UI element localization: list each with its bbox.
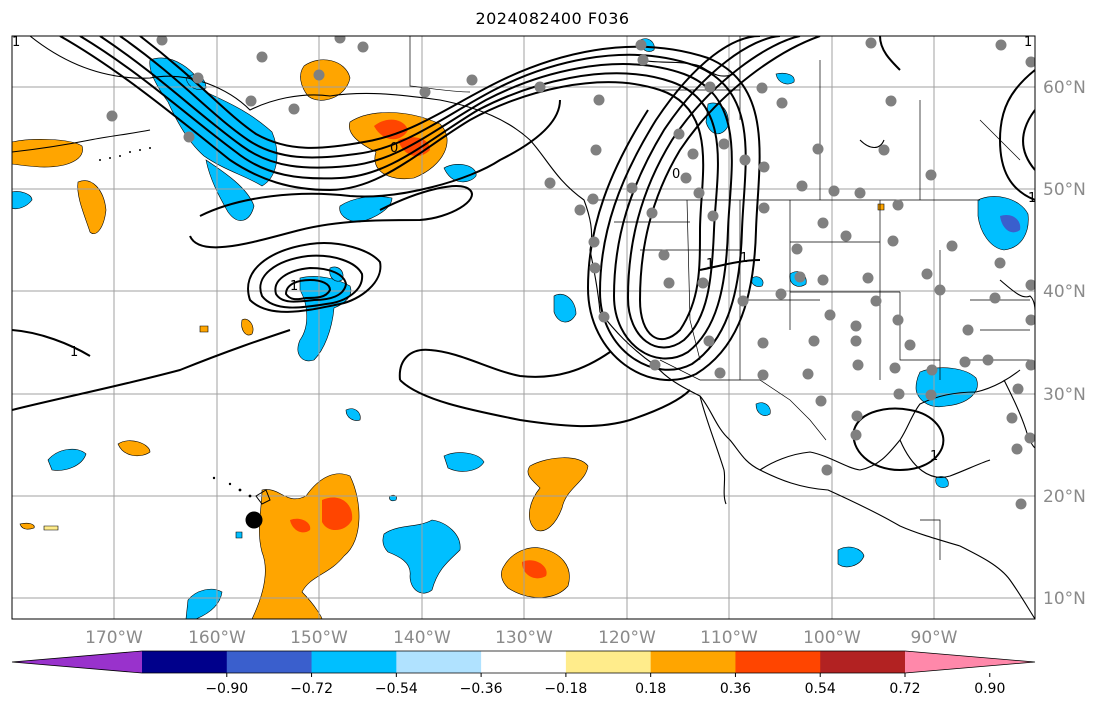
latitude-label: 40°N: [1043, 282, 1086, 302]
latitude-axis: 60°N 50°N 40°N 30°N 20°N 10°N: [1043, 78, 1086, 609]
colorbar-outline: [11, 650, 1036, 674]
longitude-label: 150°W: [290, 628, 348, 648]
political-borders: [409, 36, 1030, 560]
colorbar-bin: [565, 651, 652, 673]
contour-label: 1: [70, 345, 78, 360]
colorbar-bin: [481, 651, 567, 673]
longitude-label: 170°W: [85, 628, 143, 648]
colorbar-tick-label: 0.54: [805, 681, 836, 697]
longitude-label: 120°W: [598, 628, 656, 648]
contour-label: 0: [390, 141, 398, 156]
positive-anomaly-fills: [12, 59, 885, 619]
latitude-label: 20°N: [1043, 487, 1086, 507]
longitude-label: 110°W: [700, 628, 758, 648]
contour-label: 1: [12, 35, 20, 50]
map-title: 2024082400 F036: [475, 9, 630, 28]
contour-labels: 1 1 1 1 0 0 1 1 1 1: [12, 35, 1036, 464]
colorbar-bin: [226, 651, 313, 673]
contour-label: 1: [1024, 35, 1032, 50]
longitude-label: 130°W: [495, 628, 553, 648]
contour-label: 1: [290, 279, 298, 294]
map-frame: [11, 35, 1036, 620]
longitude-axis: 170°W 160°W 150°W 140°W 130°W 120°W 110°…: [85, 628, 958, 648]
graticule: [12, 36, 1035, 619]
coastlines: [12, 36, 1035, 619]
longitude-label: 140°W: [393, 628, 451, 648]
colorbar-tick-label: 0.18: [635, 681, 666, 697]
colorbar-tick-label: −0.18: [544, 681, 587, 697]
colorbar-bin: [735, 651, 821, 673]
colorbar-tick-label: −0.72: [290, 681, 333, 697]
latitude-label: 10°N: [1043, 589, 1086, 609]
colorbar-bin: [396, 651, 482, 673]
contour-label: 1: [740, 251, 748, 266]
colorbar-tick-label: −0.54: [375, 681, 418, 697]
contour-label: 0: [672, 167, 680, 182]
colorbar-bin: [820, 651, 906, 673]
contour-label: 1: [1028, 191, 1036, 206]
latitude-label: 50°N: [1043, 180, 1086, 200]
islands: [99, 147, 271, 505]
contour-label: 1: [930, 449, 938, 464]
colorbar-bin: [142, 651, 228, 673]
station-markers: [106, 36, 1035, 510]
colorbar-bin: [650, 651, 736, 673]
colorbar-tick-label: 0.90: [974, 681, 1005, 697]
contour-lines: [12, 36, 1035, 472]
longitude-label: 90°W: [911, 628, 958, 648]
longitude-label: 160°W: [188, 628, 246, 648]
highlight-marker: [245, 511, 263, 529]
longitude-label: 100°W: [803, 628, 861, 648]
colorbar-tick-label: −0.90: [205, 681, 248, 697]
colorbar-tick-label: 0.36: [720, 681, 751, 697]
contour-label: 1: [706, 257, 714, 272]
colorbar-extend-max: [905, 651, 1035, 673]
colorbar-bin: [311, 651, 397, 673]
colorbar-tick-label: 0.72: [889, 681, 920, 697]
colorbar-tick-label: −0.36: [460, 681, 503, 697]
colorbar: −0.90 −0.72 −0.54 −0.36 −0.18 0.18 0.36 0.54 0.7…: [11, 650, 1036, 697]
latitude-label: 30°N: [1043, 385, 1086, 405]
colorbar-extend-min: [12, 651, 142, 673]
latitude-label: 60°N: [1043, 78, 1086, 98]
